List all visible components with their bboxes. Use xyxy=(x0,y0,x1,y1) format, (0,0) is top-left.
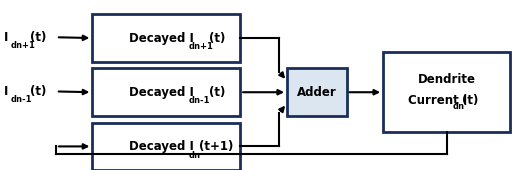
Text: (t+1): (t+1) xyxy=(199,140,234,153)
Text: dn: dn xyxy=(189,151,201,160)
Text: Adder: Adder xyxy=(297,86,337,99)
Text: dn+1: dn+1 xyxy=(11,41,35,50)
Text: (t): (t) xyxy=(462,94,479,107)
Text: (t): (t) xyxy=(30,85,47,98)
Text: (t): (t) xyxy=(209,32,225,45)
FancyBboxPatch shape xyxy=(92,14,240,62)
Text: Decayed I: Decayed I xyxy=(129,32,194,45)
Text: I: I xyxy=(4,31,8,44)
Text: dn-1: dn-1 xyxy=(189,97,210,106)
Text: Dendrite: Dendrite xyxy=(418,73,476,86)
FancyBboxPatch shape xyxy=(383,52,510,132)
FancyBboxPatch shape xyxy=(92,123,240,170)
Text: Decayed I: Decayed I xyxy=(129,140,194,153)
FancyBboxPatch shape xyxy=(92,68,240,116)
Text: dn-1: dn-1 xyxy=(11,95,32,104)
Text: I: I xyxy=(4,85,8,98)
Text: dn: dn xyxy=(453,102,465,111)
Text: (t): (t) xyxy=(30,31,47,44)
Text: Decayed I: Decayed I xyxy=(129,86,194,99)
Text: Current I: Current I xyxy=(408,94,467,107)
Text: dn+1: dn+1 xyxy=(189,42,214,51)
Text: (t): (t) xyxy=(209,86,225,99)
FancyBboxPatch shape xyxy=(287,68,347,116)
